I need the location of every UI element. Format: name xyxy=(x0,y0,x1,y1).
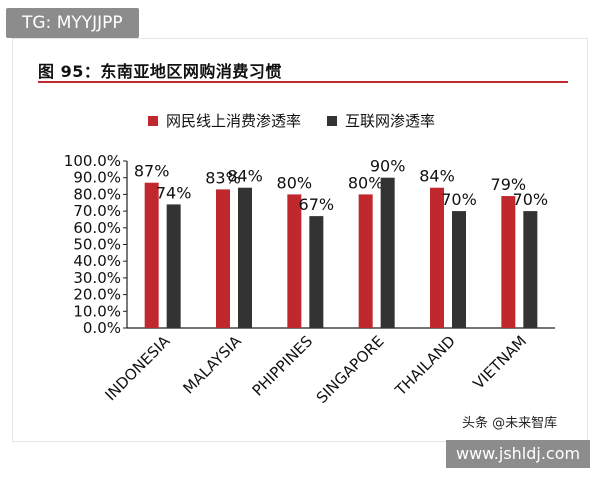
y-tick-label: 90.0% xyxy=(73,169,121,187)
bar-online-consumption xyxy=(144,182,159,328)
x-category-label: MALAYSIA xyxy=(180,332,246,398)
y-tick-label: 50.0% xyxy=(73,236,121,254)
bar-online-consumption xyxy=(216,189,230,328)
data-label: 80% xyxy=(348,173,384,192)
bar-internet-penetration xyxy=(452,211,466,328)
y-tick-label: 0.0% xyxy=(83,319,121,337)
bar-internet-penetration xyxy=(238,187,252,328)
x-category-label: PHIPPINES xyxy=(249,332,317,400)
data-label: 87% xyxy=(134,162,170,181)
bar-online-consumption xyxy=(287,194,302,328)
data-label: 80% xyxy=(277,173,313,192)
y-tick-label: 20.0% xyxy=(73,286,121,304)
title-rule xyxy=(38,81,568,83)
data-label: 84% xyxy=(419,167,455,186)
x-category-label: THAILAND xyxy=(391,332,459,400)
url-badge: www.jshldj.com xyxy=(446,440,591,468)
x-category-label: SINGAPORE xyxy=(313,332,388,407)
data-label: 67% xyxy=(299,195,335,214)
data-label: 90% xyxy=(370,157,406,176)
bar-internet-penetration xyxy=(166,204,181,328)
data-label: 79% xyxy=(491,175,527,194)
legend-label-series2: 互联网渗透率 xyxy=(345,112,436,130)
data-label: 70% xyxy=(441,190,477,209)
data-label: 70% xyxy=(513,190,549,209)
bar-internet-penetration xyxy=(523,211,538,328)
data-label: 83% xyxy=(205,168,241,187)
y-tick-label: 100.0% xyxy=(64,152,121,170)
data-label: 84% xyxy=(227,167,263,186)
legend-label-series1: 网民线上消费渗透率 xyxy=(166,112,302,130)
y-tick-label: 80.0% xyxy=(73,185,121,203)
y-tick-label: 40.0% xyxy=(73,252,121,270)
bar-online-consumption xyxy=(430,187,444,328)
x-category-label: INDONESIA xyxy=(101,332,174,405)
watermark-text: 头条 @未来智库 xyxy=(462,416,558,431)
legend-swatch-series1 xyxy=(148,115,158,126)
bar-internet-penetration xyxy=(309,216,324,328)
y-tick-label: 30.0% xyxy=(73,269,121,287)
y-tick-label: 70.0% xyxy=(73,202,121,220)
legend-item-series2: 互联网渗透率 xyxy=(327,110,435,131)
x-category-label: VIETNAM xyxy=(470,332,531,393)
legend-swatch-series2 xyxy=(327,115,338,126)
bar-online-consumption xyxy=(501,196,516,328)
bar-online-consumption xyxy=(358,194,373,328)
figure-title: 图 95：东南亚地区网购消费习惯 xyxy=(38,62,282,81)
bar-internet-penetration xyxy=(380,177,395,328)
legend-item-series1: 网民线上消费渗透率 xyxy=(148,110,301,131)
y-tick-label: 10.0% xyxy=(73,302,121,320)
tg-badge: TG: MYYJJPP xyxy=(6,8,139,38)
y-tick-label: 60.0% xyxy=(73,219,121,237)
data-label: 74% xyxy=(156,183,192,202)
chart-legend: 网民线上消费渗透率 互联网渗透率 xyxy=(148,110,435,131)
